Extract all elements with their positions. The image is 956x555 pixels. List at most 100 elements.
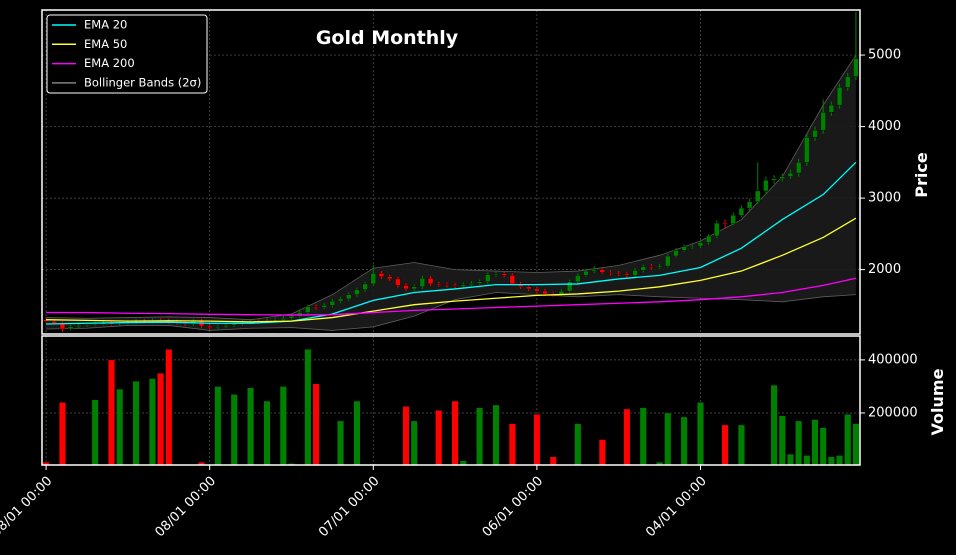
- volume-bar: [476, 407, 484, 466]
- candle-body: [51, 320, 57, 324]
- candle-body: [730, 215, 736, 225]
- volume-bar: [795, 420, 803, 466]
- candle-body: [804, 137, 810, 163]
- chart-title: Gold Monthly: [316, 27, 459, 49]
- candle-body: [681, 246, 687, 251]
- volume-bar: [778, 415, 786, 466]
- volume-bar: [247, 387, 255, 466]
- candle-body: [223, 325, 229, 328]
- candle-body: [501, 273, 507, 276]
- candle-body: [509, 275, 516, 285]
- candle-body: [575, 275, 581, 282]
- volume-bar: [337, 420, 345, 466]
- candle-body: [354, 289, 360, 295]
- volume-bar: [108, 359, 116, 466]
- band-fill: [46, 55, 856, 331]
- volume-bar: [132, 380, 140, 466]
- candle-body: [370, 273, 376, 285]
- candle-body: [231, 323, 237, 326]
- volume-bar: [827, 456, 835, 466]
- candle-body: [779, 176, 785, 179]
- legend-label: EMA 200: [84, 56, 135, 70]
- candle-body: [346, 294, 352, 300]
- candle-body: [648, 266, 655, 268]
- candle-body: [656, 265, 663, 268]
- candle-body: [853, 58, 859, 77]
- candle-body: [787, 172, 794, 177]
- candle-body: [427, 278, 434, 285]
- legend-label: Bollinger Bands (2σ): [84, 75, 201, 89]
- candle-body: [763, 180, 769, 192]
- volume-bar: [836, 455, 844, 466]
- y-tick-label: 2000: [868, 262, 901, 277]
- candle-body: [493, 273, 499, 276]
- legend: EMA 20 EMA 50 EMA 200 Bollinger Bands (2σ): [46, 14, 208, 94]
- x-tick-label: 08/01 00:00: [0, 474, 55, 541]
- volume-bar: [410, 420, 418, 466]
- volume-axis-label: Volume: [928, 368, 947, 435]
- legend-label: EMA 50: [84, 37, 127, 51]
- candle-body: [517, 283, 524, 287]
- candle-body: [329, 300, 336, 306]
- y-tick-label: 4000: [868, 119, 901, 134]
- candle-body: [746, 201, 753, 209]
- candle-body: [321, 305, 327, 308]
- x-tick-label: 07/01 00:00: [316, 474, 383, 541]
- volume-bar: [214, 386, 222, 466]
- volume-bar: [279, 386, 287, 466]
- candle-body: [313, 306, 319, 309]
- y-tick-label: 3000: [868, 191, 901, 206]
- candle-body: [542, 290, 548, 295]
- candle-body: [706, 235, 712, 243]
- candle-body: [566, 281, 573, 292]
- candle-body: [378, 273, 385, 277]
- candle-body: [362, 283, 368, 290]
- volume-bar: [852, 423, 860, 466]
- ema-line: [46, 161, 857, 325]
- candle-body: [84, 324, 90, 326]
- candle-body: [476, 281, 483, 284]
- candle-body: [288, 315, 295, 319]
- volume-bar: [402, 406, 410, 466]
- candle-body: [845, 76, 851, 88]
- volume-bar: [574, 423, 582, 466]
- volume-bar: [533, 414, 541, 466]
- candle-body: [583, 270, 589, 276]
- candle-body: [795, 162, 802, 174]
- candle-body: [689, 245, 695, 248]
- candle-body: [624, 273, 630, 276]
- x-tick-label: 08/01 00:00: [152, 474, 219, 541]
- volume-bar: [721, 424, 729, 466]
- y-tick-label: 200000: [868, 405, 918, 420]
- volume-bar: [304, 349, 312, 466]
- candle-body: [632, 270, 638, 276]
- volume-bar: [353, 400, 361, 466]
- volume-bar: [786, 453, 794, 466]
- volume-bar: [737, 424, 745, 466]
- candle-body: [207, 325, 213, 328]
- candle-body: [534, 288, 540, 292]
- volume-bar: [312, 383, 320, 466]
- volume-bar: [165, 349, 173, 466]
- candle-body: [599, 269, 605, 273]
- candle-body: [76, 325, 82, 328]
- volume-bar: [639, 407, 647, 466]
- volume-bar: [803, 455, 811, 466]
- volume-bar: [680, 416, 688, 466]
- candle-body: [436, 283, 442, 286]
- candle-body: [665, 255, 671, 267]
- volume-bar: [148, 378, 156, 466]
- y-tick-label: 400000: [868, 352, 918, 367]
- volume-bar: [623, 408, 631, 466]
- candle-body: [828, 104, 835, 113]
- price-frame: [41, 9, 861, 335]
- candle-body: [607, 272, 614, 274]
- volume-frame: [41, 335, 861, 466]
- ema-line: [46, 217, 857, 323]
- candle-body: [714, 222, 720, 237]
- candle-body: [92, 323, 98, 326]
- candle-body: [738, 207, 745, 216]
- candle-body: [305, 306, 311, 313]
- candle-body: [272, 319, 278, 321]
